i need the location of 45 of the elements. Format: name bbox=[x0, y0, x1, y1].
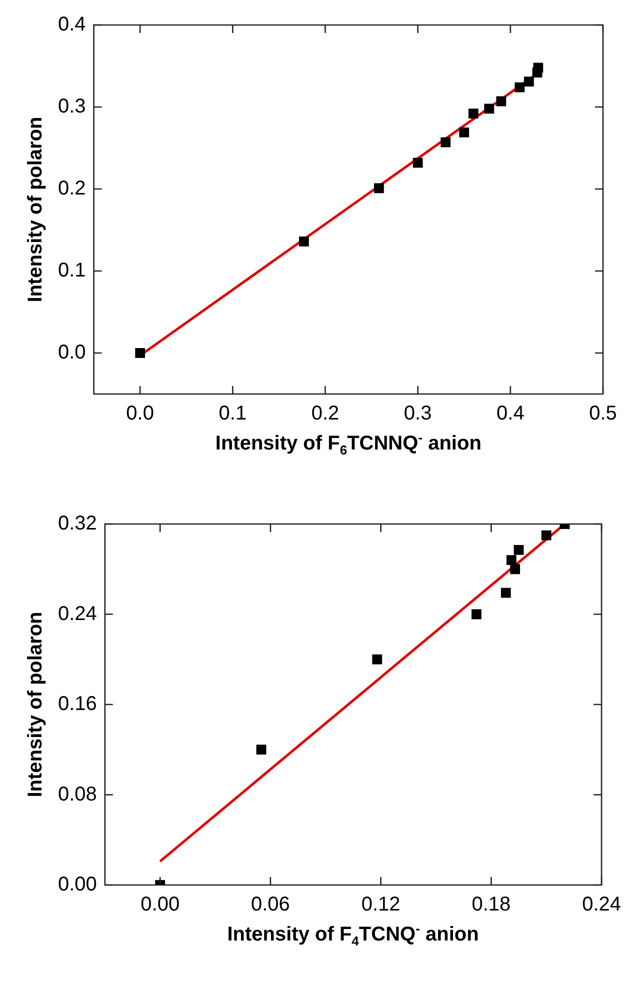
point bbox=[468, 108, 478, 119]
y-tick-label: 0.1 bbox=[58, 260, 86, 282]
x-tick-label: 0.1 bbox=[218, 402, 247, 425]
x-tick-label: 0.4 bbox=[496, 402, 524, 425]
y-tick-label: 0.32 bbox=[58, 512, 97, 535]
point bbox=[299, 236, 309, 246]
x-tick-label: 0.24 bbox=[582, 894, 622, 916]
point bbox=[440, 137, 451, 148]
y-tick-label: 0.24 bbox=[58, 602, 97, 625]
y-axis-title: Intensity of polaron bbox=[24, 612, 48, 798]
point bbox=[500, 588, 511, 598]
point bbox=[472, 609, 482, 620]
point bbox=[459, 127, 470, 138]
x-tick-label: 0.00 bbox=[140, 894, 180, 916]
point bbox=[514, 82, 525, 92]
y-tick-label: 0.16 bbox=[58, 693, 97, 716]
point bbox=[514, 544, 524, 555]
x-tick-label: 0.18 bbox=[472, 894, 511, 916]
point bbox=[374, 183, 384, 194]
x-tick-label: 0.12 bbox=[361, 894, 400, 916]
x-tick-label: 0.06 bbox=[250, 894, 290, 916]
point bbox=[541, 530, 552, 540]
point bbox=[412, 158, 423, 168]
point bbox=[484, 104, 494, 114]
point bbox=[496, 96, 506, 106]
y-tick-label: 0.3 bbox=[58, 96, 86, 118]
y-tick-label: 0.0 bbox=[58, 342, 86, 364]
point bbox=[510, 564, 520, 574]
x-tick-label: 0.3 bbox=[404, 402, 432, 425]
x-tick-label: 0.0 bbox=[126, 402, 154, 425]
point bbox=[533, 62, 544, 73]
point bbox=[256, 744, 266, 755]
y-tick-label: 0.00 bbox=[58, 874, 97, 896]
x-axis-title: Intensity of F$_{6}$TCNNQ$^{-}$ anion bbox=[215, 430, 482, 458]
point bbox=[506, 555, 516, 566]
y-axis-title: Intensity of polaron bbox=[24, 116, 48, 302]
point bbox=[524, 76, 534, 87]
point bbox=[372, 654, 382, 664]
x-axis-title: Intensity of F$_{4}$TCNQ$^{-}$ anion bbox=[227, 921, 479, 949]
y-tick-label: 0.4 bbox=[58, 14, 86, 36]
y-tick-label: 0.08 bbox=[58, 783, 97, 806]
point bbox=[135, 348, 146, 358]
x-tick-label: 0.2 bbox=[311, 402, 340, 425]
x-tick-label: 0.5 bbox=[589, 402, 617, 425]
y-tick-label: 0.2 bbox=[58, 178, 86, 200]
